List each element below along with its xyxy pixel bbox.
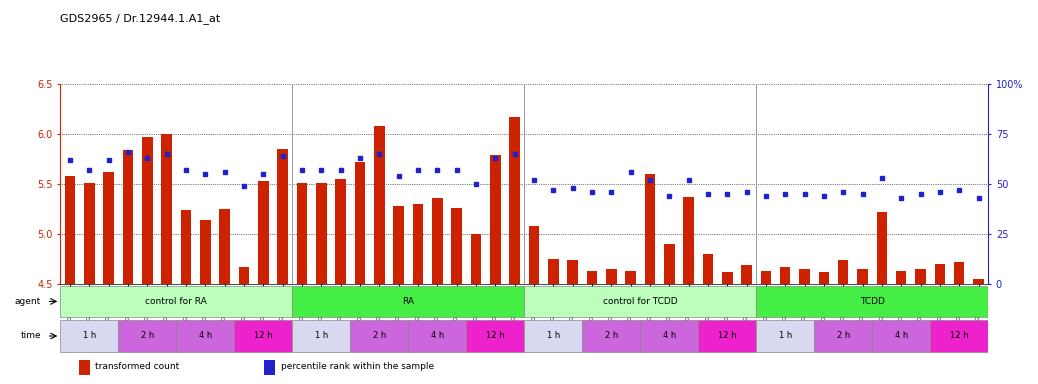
Bar [528,226,539,284]
Bar [954,262,964,284]
Bar [625,271,636,284]
Bar [466,320,524,352]
Bar [645,174,655,284]
Bar [699,320,756,352]
Text: 4 h: 4 h [431,331,444,341]
Text: 1 h: 1 h [547,331,559,341]
Bar [181,210,191,284]
Bar [524,286,756,317]
Bar [103,172,114,284]
Text: RA: RA [402,297,414,306]
Bar [257,181,269,284]
Text: time: time [21,331,40,341]
Bar [79,360,90,375]
Bar [64,176,75,284]
Bar [293,286,524,317]
Bar [161,134,172,284]
Bar [640,320,699,352]
Text: 1 h: 1 h [778,331,792,341]
Bar [316,183,327,284]
Bar [799,269,810,284]
Text: agent: agent [15,297,40,306]
Bar [118,320,176,352]
Bar [350,320,408,352]
Bar [219,209,229,284]
Bar [721,272,733,284]
Bar [142,137,153,284]
Text: 12 h: 12 h [254,331,272,341]
Bar [838,260,848,284]
Text: 2 h: 2 h [837,331,850,341]
Text: 4 h: 4 h [895,331,908,341]
Bar [761,271,771,284]
Bar [335,179,346,284]
Bar [490,156,500,284]
Text: control for TCDD: control for TCDD [603,297,678,306]
Bar [412,204,424,284]
Bar [176,320,235,352]
Text: TCDD: TCDD [859,297,884,306]
Bar [756,320,814,352]
Bar [780,267,791,284]
Bar [741,265,752,284]
Bar [586,271,597,284]
Bar [814,320,872,352]
Bar [916,269,926,284]
Bar [876,212,887,284]
Text: 1 h: 1 h [83,331,95,341]
Text: 12 h: 12 h [486,331,504,341]
Bar [235,320,292,352]
Bar [432,198,442,284]
Bar [60,320,118,352]
Bar [297,183,307,284]
Bar [293,320,350,352]
Text: GDS2965 / Dr.12944.1.A1_at: GDS2965 / Dr.12944.1.A1_at [60,13,220,24]
Bar [200,220,211,284]
Text: 12 h: 12 h [718,331,736,341]
Bar [683,197,693,284]
Bar [355,162,365,284]
Bar [84,183,94,284]
Bar [872,320,930,352]
Text: 2 h: 2 h [140,331,154,341]
Bar [393,206,404,284]
Bar [470,234,482,284]
Text: percentile rank within the sample: percentile rank within the sample [281,362,434,371]
Bar [703,254,713,284]
Bar [974,279,984,284]
Bar [896,271,906,284]
Bar [548,259,558,284]
Text: 2 h: 2 h [373,331,386,341]
Bar [265,360,275,375]
Bar [606,269,617,284]
Bar [930,320,988,352]
Text: 4 h: 4 h [198,331,212,341]
Bar [664,244,675,284]
Bar [857,269,868,284]
Bar [239,267,249,284]
Bar [122,151,133,284]
Bar [277,149,288,284]
Text: 2 h: 2 h [604,331,618,341]
Bar [408,320,466,352]
Text: 12 h: 12 h [950,331,968,341]
Text: 4 h: 4 h [662,331,676,341]
Bar [452,208,462,284]
Bar [524,320,582,352]
Bar [374,126,384,284]
Bar [567,260,578,284]
Text: 1 h: 1 h [315,331,328,341]
Bar [819,272,829,284]
Bar [60,286,292,317]
Bar [582,320,640,352]
Text: control for RA: control for RA [145,297,207,306]
Bar [934,264,946,284]
Text: transformed count: transformed count [95,362,180,371]
Bar [756,286,988,317]
Bar [510,118,520,284]
